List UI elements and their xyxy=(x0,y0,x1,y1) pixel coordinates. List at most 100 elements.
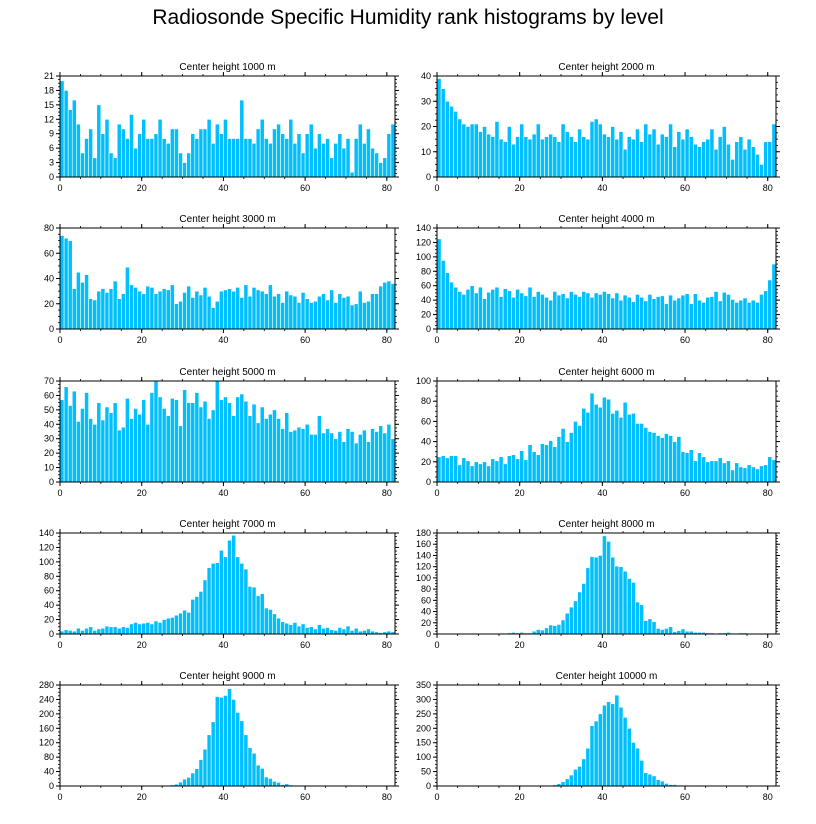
histogram-bar xyxy=(125,627,130,635)
histogram-bar xyxy=(243,138,249,178)
histogram-bar xyxy=(345,625,351,635)
histogram-bar xyxy=(511,143,516,178)
histogram-bar xyxy=(672,299,678,330)
histogram-bar xyxy=(606,701,611,787)
histogram-bar xyxy=(511,296,516,330)
histogram-bar xyxy=(568,774,574,787)
histogram-bar xyxy=(564,297,570,330)
histogram-bar xyxy=(709,128,715,178)
histogram-bar xyxy=(540,443,545,483)
y-tick-label: 80 xyxy=(421,396,431,406)
histogram-bar xyxy=(92,423,98,483)
histogram-bar xyxy=(465,289,471,330)
histogram-bar xyxy=(490,458,496,483)
histogram-bar xyxy=(531,296,537,330)
histogram-bar xyxy=(223,556,228,635)
y-tick-label: 0 xyxy=(49,781,54,791)
histogram-bar xyxy=(382,281,388,330)
histogram-bar xyxy=(610,703,616,787)
histogram-bar xyxy=(540,629,545,635)
histogram-bar xyxy=(190,297,196,330)
histogram-bar xyxy=(157,622,163,635)
histogram-bar xyxy=(141,293,147,330)
histogram-bar xyxy=(606,293,611,330)
x-tick-label: 40 xyxy=(597,488,607,498)
histogram-bar xyxy=(577,296,582,330)
histogram-bar xyxy=(304,423,310,483)
histogram-bar xyxy=(362,143,367,178)
histogram-panel: Center height 3000 m 0 20 40 60 80 0 20 40 60 80 xyxy=(44,214,399,345)
histogram-bar xyxy=(585,138,591,178)
histogram-bar xyxy=(292,429,298,483)
histogram-bar xyxy=(664,136,669,178)
histogram-bar xyxy=(235,712,241,787)
histogram-bar xyxy=(755,468,760,483)
histogram-bar xyxy=(190,402,196,483)
histogram-bar xyxy=(263,607,269,635)
histogram-bar xyxy=(231,415,236,483)
histogram-bar xyxy=(231,290,236,330)
histogram-bar xyxy=(527,286,533,330)
histogram-bar xyxy=(684,293,690,330)
histogram-bar xyxy=(125,138,130,178)
histogram-bar xyxy=(194,596,200,635)
histogram-bar xyxy=(137,623,143,635)
histogram-bar xyxy=(378,162,384,178)
histogram-bar xyxy=(643,620,649,635)
histogram-bar xyxy=(548,624,554,635)
histogram-bar xyxy=(478,131,483,178)
histogram-bar xyxy=(341,297,347,330)
histogram-bar xyxy=(742,467,748,483)
histogram-bar xyxy=(614,292,620,330)
histogram-bar xyxy=(96,628,102,635)
histogram-bar xyxy=(337,133,343,178)
y-tick-label: 80 xyxy=(44,223,54,233)
x-tick-label: 80 xyxy=(763,488,773,498)
histogram-bar xyxy=(523,295,529,330)
histogram-bar xyxy=(630,138,636,178)
y-tick-label: 20 xyxy=(421,457,431,467)
histogram-bar xyxy=(141,118,147,178)
histogram-bar xyxy=(688,136,694,178)
x-tick-label: 20 xyxy=(515,335,525,345)
x-tick-label: 60 xyxy=(300,792,310,802)
y-tick-label: 60 xyxy=(44,390,54,400)
histogram-bar xyxy=(337,293,343,330)
histogram-bar xyxy=(71,288,77,330)
histogram-bar xyxy=(84,627,89,635)
histogram-bar xyxy=(100,133,106,178)
histogram-bar xyxy=(71,390,77,483)
histogram-bar xyxy=(149,138,155,178)
x-tick-label: 0 xyxy=(434,488,439,498)
histogram-bar xyxy=(190,772,196,787)
histogram-bar xyxy=(231,534,236,635)
histogram-bar xyxy=(108,288,114,330)
histogram-bar xyxy=(498,138,504,178)
histogram-bar xyxy=(259,118,265,178)
histogram-bar xyxy=(296,133,302,178)
y-tick-label: 40 xyxy=(44,419,54,429)
histogram-bar xyxy=(161,288,167,330)
histogram-bar xyxy=(345,295,351,330)
histogram-bar xyxy=(174,399,179,483)
histogram-bar xyxy=(112,402,118,483)
x-tick-label: 20 xyxy=(137,183,147,193)
histogram-bar xyxy=(734,141,740,178)
histogram-bar xyxy=(680,451,686,483)
histogram-bar xyxy=(312,628,318,635)
x-tick-label: 40 xyxy=(597,335,607,345)
histogram-bar xyxy=(133,622,138,635)
y-tick-label: 160 xyxy=(39,723,54,733)
histogram-bar xyxy=(190,599,196,635)
y-tick-label: 60 xyxy=(421,595,431,605)
histogram-bar xyxy=(161,619,167,635)
histogram-bar xyxy=(210,409,216,483)
histogram-bar xyxy=(76,123,81,178)
histogram-bar xyxy=(292,295,298,330)
histogram-bar xyxy=(255,595,261,635)
histogram-bar xyxy=(206,734,212,787)
histogram-bar xyxy=(263,138,269,178)
histogram-bar xyxy=(750,299,756,330)
y-tick-label: 70 xyxy=(44,376,54,386)
histogram-bar xyxy=(341,441,347,483)
